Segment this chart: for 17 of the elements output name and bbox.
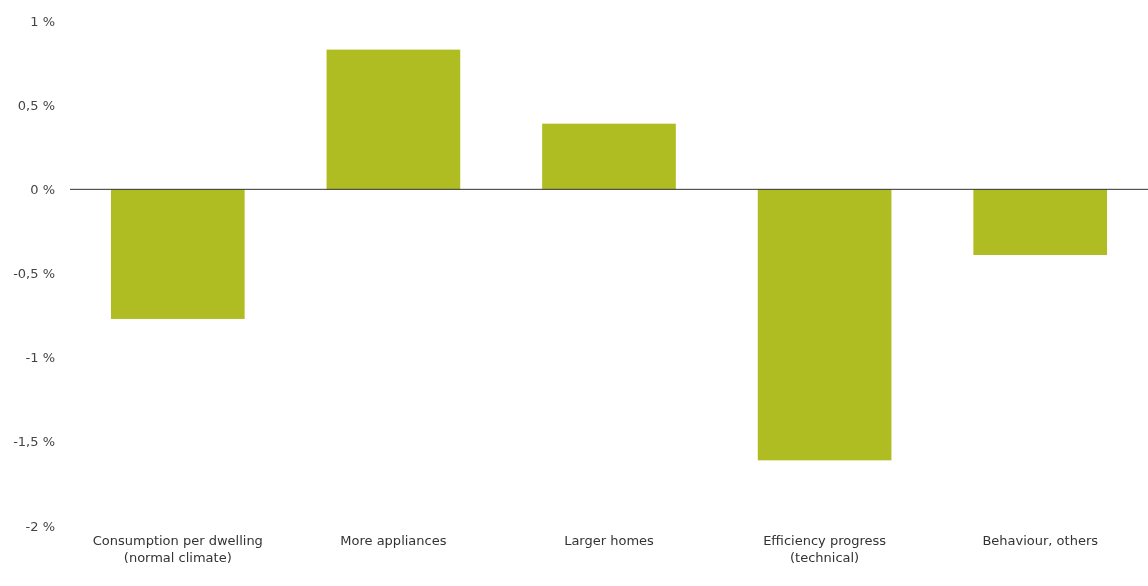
y-tick-label: 0,5 % <box>17 97 55 113</box>
y-tick-label: 1 % <box>30 13 55 29</box>
y-tick-label: -0,5 % <box>13 266 55 282</box>
y-tick-label: -1 % <box>25 350 55 366</box>
x-tick-label: Behaviour, others <box>982 533 1099 548</box>
x-tick-label: Consumption per dwelling (normal climate) <box>92 533 263 565</box>
x-tick-label: Larger homes <box>564 533 655 548</box>
bar <box>326 49 461 190</box>
bar <box>110 189 245 319</box>
x-tick-label: Efficiency progress (technical) <box>763 533 887 565</box>
y-tick-label: -1,5 % <box>13 434 55 450</box>
bar <box>973 189 1108 255</box>
y-tick-label: 0 % <box>30 181 55 197</box>
x-tick-label: More appliances <box>340 533 447 548</box>
bar <box>757 189 892 461</box>
bar <box>542 123 676 190</box>
y-tick-label: -2 % <box>25 518 55 534</box>
